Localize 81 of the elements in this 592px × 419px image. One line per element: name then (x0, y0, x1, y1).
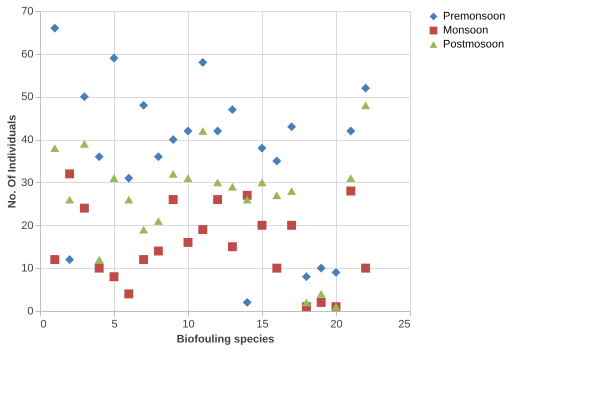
point (154, 152, 163, 162)
x-tick-label: 25 (398, 318, 410, 330)
point (65, 255, 74, 264)
point (272, 156, 282, 166)
point (94, 264, 104, 273)
point (80, 204, 89, 213)
point (110, 54, 118, 63)
point (346, 126, 356, 136)
point (65, 196, 74, 204)
point (198, 58, 208, 67)
x-tick-label: 0 (40, 318, 47, 330)
point (110, 272, 118, 282)
point (272, 264, 282, 273)
x-tick-label: 5 (111, 318, 118, 330)
x-tick-label: 10 (182, 318, 195, 330)
point (80, 92, 89, 102)
point (287, 187, 296, 195)
point (242, 298, 252, 307)
point (272, 191, 282, 200)
point (184, 126, 192, 136)
point (302, 272, 311, 282)
point (80, 140, 89, 148)
y-tick-label: 20 (21, 220, 34, 232)
point (287, 122, 296, 132)
y-axis-title: No. Of Individuals (6, 114, 18, 208)
point (168, 170, 178, 178)
y-tick-label: 70 (21, 6, 34, 18)
x-tick-label: 20 (330, 318, 343, 330)
point (361, 101, 370, 110)
point (65, 169, 74, 178)
point (50, 24, 60, 33)
point (316, 264, 326, 273)
point (94, 256, 104, 264)
point (168, 195, 178, 204)
point (258, 178, 266, 186)
point (361, 84, 370, 93)
point (124, 289, 134, 298)
point (94, 152, 104, 162)
point (302, 298, 311, 306)
point (168, 135, 178, 144)
point (213, 195, 222, 204)
y-tick-label: 50 (21, 91, 34, 104)
y-tick-label: 30 (21, 176, 34, 189)
point (110, 174, 118, 182)
point (228, 182, 237, 191)
legend-label: Monsoon (443, 24, 488, 36)
x-axis-title: Biofouling species (176, 334, 274, 346)
point (184, 174, 192, 182)
point (361, 264, 370, 273)
point (139, 226, 148, 234)
point (258, 220, 266, 230)
point (139, 100, 148, 110)
point (154, 217, 163, 225)
y-tick-label: 60 (21, 48, 34, 60)
point (346, 186, 356, 196)
y-tick-label: 0 (27, 306, 34, 318)
point (124, 174, 134, 183)
point (213, 126, 222, 136)
point (154, 246, 163, 256)
y-tick-label: 10 (21, 262, 34, 275)
point (50, 255, 60, 264)
point (316, 290, 326, 298)
legend-label: Postmosoon (443, 38, 504, 50)
point (213, 178, 222, 186)
point (50, 144, 60, 152)
point (139, 255, 148, 264)
point (258, 144, 266, 153)
point (184, 238, 192, 247)
point (228, 105, 237, 114)
point (124, 196, 134, 204)
point (198, 225, 208, 234)
point (198, 127, 208, 135)
point (332, 268, 340, 277)
point (242, 196, 252, 204)
x-tick-label: 15 (256, 318, 269, 330)
point (346, 174, 356, 182)
point (228, 242, 237, 252)
point (316, 298, 326, 307)
y-tick-label: 40 (21, 134, 34, 146)
point (287, 220, 296, 230)
legend-label: Premonsoon (443, 10, 506, 22)
